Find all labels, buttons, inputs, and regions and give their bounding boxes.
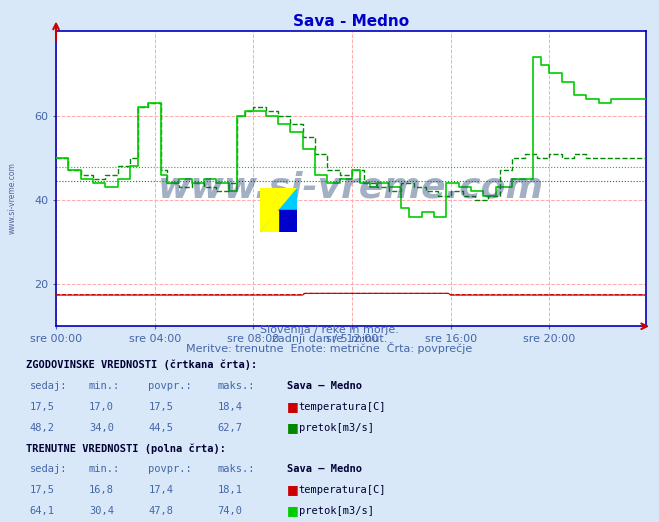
Text: 17,4: 17,4 [148, 485, 173, 495]
Text: 17,5: 17,5 [30, 485, 55, 495]
Text: Meritve: trenutne  Enote: metrične  Črta: povprečje: Meritve: trenutne Enote: metrične Črta: … [186, 342, 473, 354]
Text: 48,2: 48,2 [30, 423, 55, 433]
Text: TRENUTNE VREDNOSTI (polna črta):: TRENUTNE VREDNOSTI (polna črta): [26, 443, 226, 454]
Text: Sava – Medno: Sava – Medno [287, 465, 362, 474]
Text: ZGODOVINSKE VREDNOSTI (črtkana črta):: ZGODOVINSKE VREDNOSTI (črtkana črta): [26, 360, 258, 370]
Text: povpr.:: povpr.: [148, 465, 192, 474]
Text: 17,5: 17,5 [30, 402, 55, 412]
Text: 16,8: 16,8 [89, 485, 114, 495]
Text: www.si-vreme.com: www.si-vreme.com [8, 162, 17, 234]
Polygon shape [260, 188, 297, 232]
Text: temperatura[C]: temperatura[C] [299, 485, 386, 495]
Text: 17,5: 17,5 [148, 402, 173, 412]
Text: sedaj:: sedaj: [30, 465, 67, 474]
Text: ■: ■ [287, 400, 299, 413]
Text: ■: ■ [287, 504, 299, 517]
Text: Slovenija / reke in morje.: Slovenija / reke in morje. [260, 325, 399, 335]
Text: 47,8: 47,8 [148, 506, 173, 516]
Text: pretok[m3/s]: pretok[m3/s] [299, 506, 374, 516]
Text: 18,4: 18,4 [217, 402, 243, 412]
Text: temperatura[C]: temperatura[C] [299, 402, 386, 412]
Text: 44,5: 44,5 [148, 423, 173, 433]
Text: maks.:: maks.: [217, 381, 255, 391]
Polygon shape [260, 210, 279, 232]
Text: ■: ■ [287, 421, 299, 434]
Text: 62,7: 62,7 [217, 423, 243, 433]
Text: 74,0: 74,0 [217, 506, 243, 516]
Text: sedaj:: sedaj: [30, 381, 67, 391]
Polygon shape [279, 210, 297, 232]
Title: Sava - Medno: Sava - Medno [293, 14, 409, 29]
Text: maks.:: maks.: [217, 465, 255, 474]
Text: min.:: min.: [89, 465, 120, 474]
Text: 34,0: 34,0 [89, 423, 114, 433]
Text: 30,4: 30,4 [89, 506, 114, 516]
Text: 18,1: 18,1 [217, 485, 243, 495]
Text: pretok[m3/s]: pretok[m3/s] [299, 423, 374, 433]
Text: Sava – Medno: Sava – Medno [287, 381, 362, 391]
Text: www.si-vreme.com: www.si-vreme.com [158, 171, 544, 205]
Text: min.:: min.: [89, 381, 120, 391]
Text: 64,1: 64,1 [30, 506, 55, 516]
Text: 17,0: 17,0 [89, 402, 114, 412]
Text: povpr.:: povpr.: [148, 381, 192, 391]
Text: ■: ■ [287, 483, 299, 496]
Polygon shape [260, 188, 297, 232]
Text: zadnji dan / 5 minut.: zadnji dan / 5 minut. [272, 335, 387, 345]
